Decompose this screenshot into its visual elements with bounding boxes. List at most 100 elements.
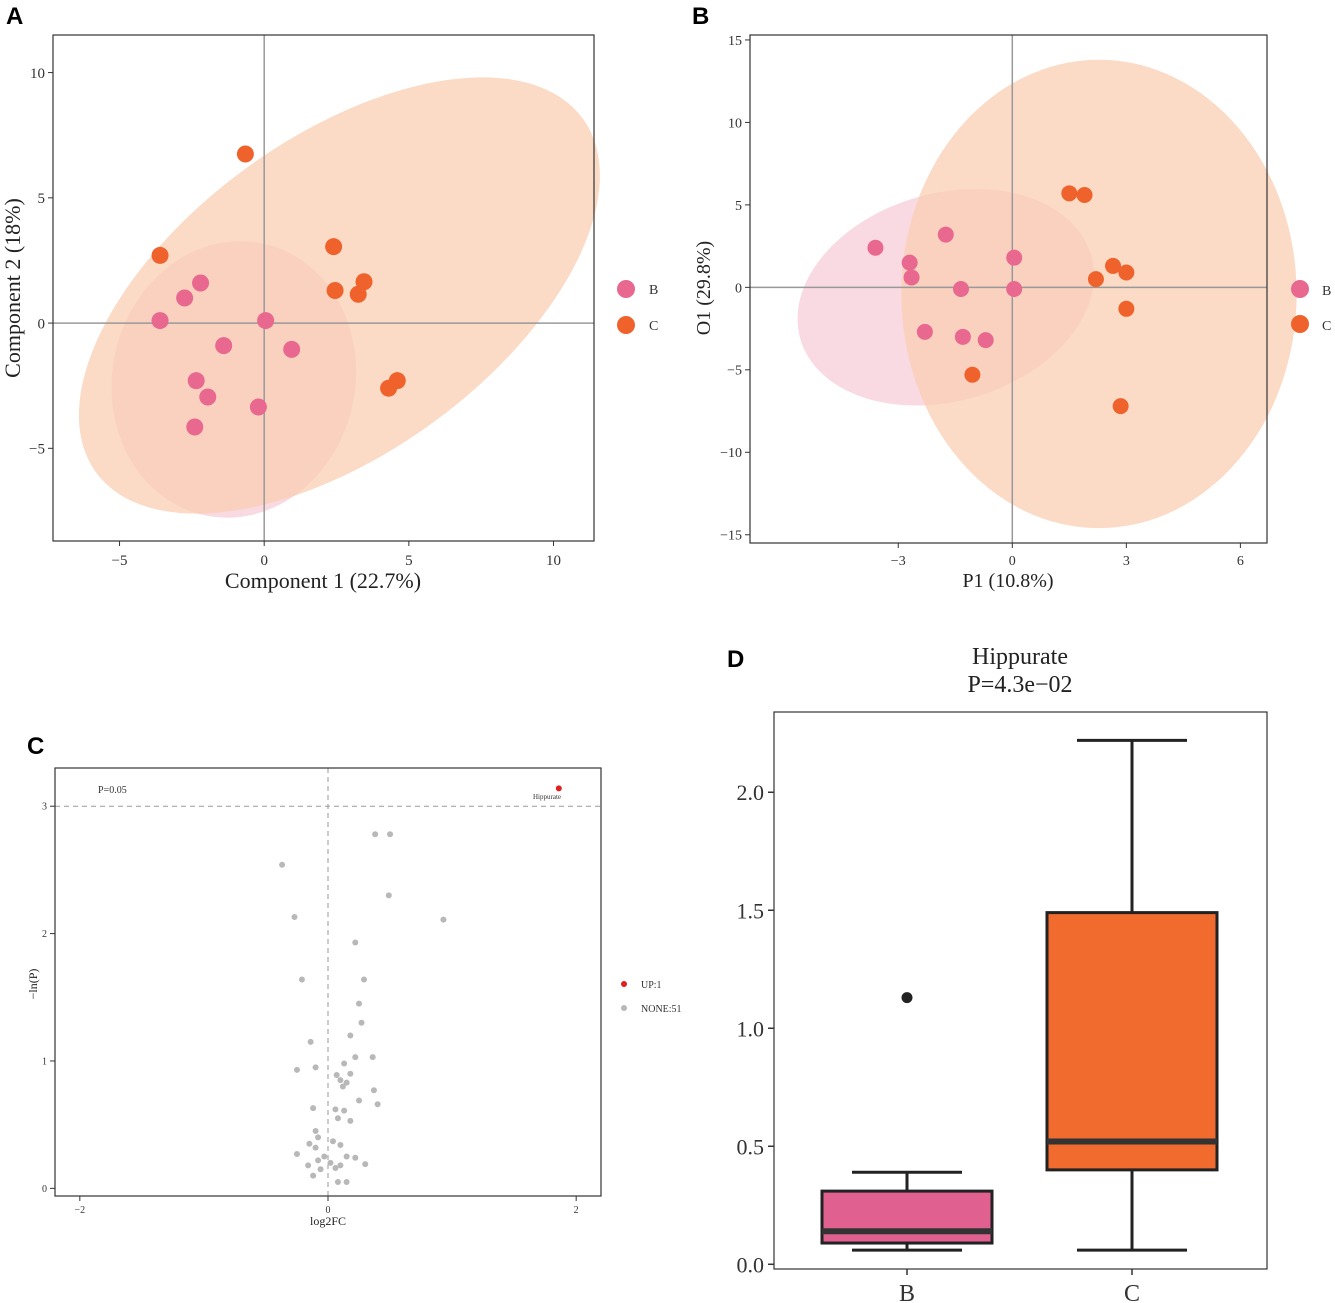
panel-c-point-none-46 [362, 1161, 369, 1168]
panel-c-xlabel: log2FC [310, 1214, 346, 1228]
panel-c-point-none-27 [310, 1105, 317, 1112]
panel-a-point-b-4 [257, 312, 275, 330]
panel-b: B −3 0 3 6 −15 −10 −5 0 5 10 15 P1 (10.8%) O1 (29.… [692, 3, 1331, 592]
panel-c-point-none-5 [440, 916, 447, 923]
panel-c-threshold-label: P=0.05 [98, 785, 127, 796]
panel-c-point-none-37 [337, 1142, 344, 1149]
panel-a-point-b-7 [187, 372, 205, 390]
panel-d-boxes [820, 738, 1219, 1252]
panel-d-subtitle: P=4.3e−02 [967, 672, 1072, 698]
panel-b-frame [749, 34, 1268, 544]
panel-c-point-none-7 [352, 939, 359, 946]
panel-c-point-none-35 [306, 1140, 313, 1147]
panel-b-point-b-9 [954, 328, 971, 345]
panel-a-point-b-10 [186, 418, 204, 436]
panel-c-point-none-44 [327, 1159, 334, 1166]
panel-c-point-none-51 [343, 1178, 350, 1185]
panel-d-outlier-b-1 [901, 992, 913, 1004]
panel-c-point-none-29 [341, 1107, 348, 1114]
panel-c-ytick-label-2: 1 [42, 1056, 47, 1067]
panel-c-ytick-label-3: 2 [42, 929, 47, 940]
panel-c-point-none-6 [291, 914, 298, 921]
panel-c-point-none-38 [321, 1153, 328, 1160]
panel-b-ytick-label-4: 0 [735, 281, 742, 296]
panel-b-ytick-label-5: 5 [735, 199, 742, 214]
panel-b-point-c-3 [1105, 257, 1122, 274]
panel-c-point-none-12 [347, 1032, 354, 1039]
panel-c-point-none-25 [356, 1097, 363, 1104]
panel-a-point-c-8 [380, 379, 398, 397]
panel-c-point-none-17 [341, 1060, 348, 1067]
panel-a-point-b-8 [199, 388, 217, 406]
panel-c-point-up-1 [555, 785, 562, 792]
panel-a-ytick-label-4: 10 [30, 66, 45, 82]
panel-b-point-b-7 [1006, 281, 1023, 297]
panel-c-legend: UP:1 NONE:51 [621, 980, 682, 1015]
panel-a-point-c-4 [326, 282, 344, 300]
panel-b-ytick-label-2: −10 [720, 446, 742, 461]
panel-c-point-none-20 [347, 1070, 354, 1077]
panel-d: D Hippurate P=4.3e−02 0.0 0.5 1.0 1.5 2.0 B C [727, 644, 1268, 1303]
panel-d-xtick-label-b: B [899, 1281, 915, 1303]
panel-c-legend-marker-none [621, 1005, 627, 1011]
panel-c-point-none-1 [372, 831, 379, 838]
panel-c-points [279, 785, 562, 1185]
panel-c-annotation-hippurate: Hippurate [533, 793, 561, 801]
panel-c-point-none-14 [352, 1054, 359, 1061]
panel-b-point-b-6 [1006, 249, 1023, 266]
panel-d-ytick-label-3: 1.0 [737, 1016, 765, 1041]
panel-c-xtick-label-2: 0 [326, 1205, 331, 1216]
panel-c-point-none-2 [387, 831, 394, 838]
panel-c-point-none-22 [343, 1079, 350, 1086]
panel-a-point-c-3 [325, 238, 343, 256]
panel-c-point-none-36 [312, 1144, 319, 1151]
panel-c-point-none-4 [385, 892, 392, 899]
panel-b-point-c-6 [1118, 300, 1135, 317]
panel-a-xtick-label-3: 5 [405, 553, 413, 569]
panel-b-point-c-2 [1076, 186, 1093, 203]
panel-c-ytick-label-1: 0 [42, 1184, 47, 1195]
panel-c-point-none-32 [312, 1128, 319, 1135]
panel-a-legend-marker-c [617, 316, 635, 334]
panel-b-xtick-label-3: 3 [1123, 554, 1130, 569]
panel-a-ylabel: Component 2 (18%) [0, 198, 25, 378]
panel-c-point-none-50 [334, 1178, 341, 1185]
panel-c-xtick-label-3: 2 [574, 1205, 579, 1216]
panel-b-ytick-label-6: 10 [728, 116, 742, 131]
panel-c-point-none-19 [333, 1071, 340, 1078]
panel-b-point-c-5 [1087, 271, 1104, 288]
panel-c-point-none-15 [369, 1054, 376, 1061]
panel-b-point-b-2 [901, 254, 918, 271]
panel-c-point-none-21 [337, 1077, 344, 1084]
panel-b-legend-label-b: B [1322, 284, 1331, 299]
panel-b-xtick-label-4: 6 [1237, 554, 1244, 569]
panel-b-xlabel: P1 (10.8%) [962, 570, 1053, 592]
panel-a-point-b-5 [215, 337, 233, 355]
panel-b-point-c-1 [1061, 185, 1078, 202]
panel-b-point-b-8 [916, 323, 933, 340]
panel-b-xtick-label-2: 0 [1009, 554, 1016, 569]
panel-c-point-none-9 [360, 976, 367, 983]
panel-c-point-none-33 [315, 1134, 322, 1141]
panel-c-point-none-45 [337, 1162, 344, 1169]
panel-c-label: C [27, 733, 44, 760]
panel-b-legend-label-c: C [1322, 319, 1331, 334]
panel-c-legend-marker-up [621, 981, 627, 987]
panel-a-ytick-label-1: −5 [29, 442, 45, 458]
panel-b-ytick-label-3: −5 [727, 364, 742, 379]
panel-b-points [867, 185, 1135, 415]
panel-b-legend-marker-b [1291, 280, 1309, 298]
panel-c: C P=0.05 Hippurate −2 0 2 0 1 2 3 log2FC −ln(P… [26, 733, 682, 1228]
panel-b-ellipses [797, 59, 1297, 529]
panel-a-ytick-label-2: 0 [38, 316, 46, 332]
panel-a-point-b-2 [176, 289, 194, 307]
panel-c-point-none-49 [310, 1172, 317, 1179]
panel-a-point-b-9 [249, 398, 267, 416]
panel-c-legend-label-up: UP:1 [641, 980, 662, 991]
panel-b-point-c-4 [1118, 264, 1135, 281]
panel-b-xtick-label-1: −3 [891, 554, 906, 569]
panel-c-point-none-42 [352, 1154, 359, 1161]
panel-d-box-c [1045, 911, 1219, 1172]
panel-a-legend-label-b: B [649, 283, 658, 298]
panel-a-point-b-1 [151, 312, 169, 330]
